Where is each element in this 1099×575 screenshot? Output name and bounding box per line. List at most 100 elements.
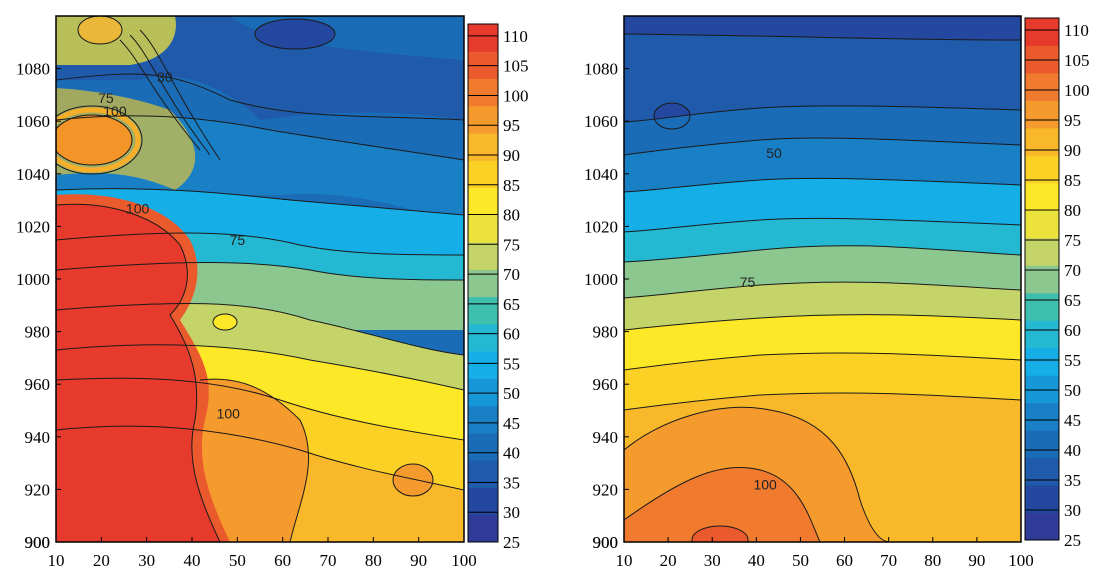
colorbar-swatch — [468, 378, 498, 407]
left-contour-line — [392, 463, 434, 497]
colorbar-tick-label: 65 — [1064, 291, 1081, 310]
colorbar-swatch — [468, 160, 498, 189]
y-tick-label: 1060 — [16, 112, 50, 131]
x-tick-label: 80 — [365, 551, 382, 570]
x-tick-label: 30 — [138, 551, 155, 570]
left-contour-fills — [56, 16, 464, 542]
x-tick-label: 20 — [660, 551, 677, 570]
colorbar-swatch — [1025, 155, 1059, 184]
colorbar-tick-label: 110 — [503, 27, 528, 46]
colorbar-swatch — [468, 187, 498, 216]
colorbar-swatch — [468, 133, 498, 161]
colorbar-swatch — [1025, 237, 1059, 266]
y-tick-label: 900 — [593, 533, 619, 552]
colorbar-tick-label: 70 — [1064, 261, 1081, 280]
left-contour-line — [56, 188, 464, 216]
colorbar-tick-label: 65 — [503, 295, 520, 314]
right-fill-band-2 — [624, 105, 1021, 155]
colorbar-swatch — [468, 296, 498, 325]
colorbar-swatch — [1025, 265, 1059, 294]
right-contour-line — [653, 102, 691, 130]
colorbar-tick-label: 105 — [503, 57, 529, 76]
y-tick-label: 1020 — [584, 217, 618, 236]
colorbar-tick-label: 60 — [503, 325, 520, 344]
y-tick-label: 1080 — [584, 60, 618, 79]
right-fill-band-4 — [624, 178, 1021, 232]
colorbar-tick-label: 75 — [503, 235, 520, 254]
colorbar-swatch — [1025, 402, 1059, 431]
left-contour-line — [199, 378, 310, 542]
colorbar-tick-label: 75 — [1064, 231, 1081, 250]
x-tick-label: 90 — [968, 551, 985, 570]
right-contour-lines — [624, 33, 1021, 542]
left-contour-line — [56, 115, 464, 161]
colorbar-swatch — [468, 51, 498, 80]
right-colorbar: 110 105 100 95 90 85 80 75 70 65 60 55 50 45 40 35 30 25 — [1024, 17, 1090, 550]
contour-label: 100 — [217, 405, 241, 421]
x-tick-label: 70 — [320, 551, 337, 570]
left-contour-plot: 10 20 30 40 50 60 70 80 90 100 900920940960980100… — [16, 15, 529, 570]
y-tick-label: 940 — [593, 428, 619, 447]
colorbar-swatch — [1025, 72, 1059, 101]
left-contour-line — [119, 39, 201, 151]
colorbar-tick-label: 90 — [1064, 141, 1081, 160]
colorbar-tick-label: 25 — [1064, 531, 1081, 550]
left-colorbar: 110 105 100 95 90 85 80 75 70 65 60 55 50 45 40 35 30 25 — [467, 23, 529, 552]
colorbar-tick-label: 30 — [1064, 501, 1081, 520]
y-tick-label: 900 — [25, 533, 51, 552]
colorbar-swatch — [468, 432, 498, 461]
colorbar-swatch — [1025, 430, 1059, 459]
colorbar-swatch — [1025, 347, 1059, 376]
y-tick-label: 960 — [25, 375, 51, 394]
y-tick-label: 900 — [593, 533, 619, 552]
colorbar-swatch — [1025, 457, 1059, 486]
colorbar-swatch — [1025, 182, 1059, 211]
right-contour-line — [624, 105, 1021, 123]
colorbar-swatch — [468, 78, 498, 107]
right-x-axis-ticks: 10 20 30 40 50 60 70 80 90 100 — [616, 537, 1034, 570]
right-fill-band-6 — [624, 245, 1021, 298]
y-tick-label: 980 — [593, 323, 619, 342]
contour-label: 100 — [103, 103, 127, 119]
contour-label: 75 — [740, 274, 756, 290]
x-tick-label: 80 — [924, 551, 941, 570]
colorbar-tick-label: 40 — [503, 444, 520, 463]
x-tick-label: 10 — [616, 551, 633, 570]
left-contour-line — [77, 16, 123, 45]
colorbar-tick-label: 70 — [503, 265, 520, 284]
colorbar-tick-label: 55 — [503, 354, 520, 373]
colorbar-swatch — [468, 460, 498, 488]
colorbar-swatch — [468, 487, 498, 516]
left-fill-yellow-top — [56, 16, 176, 65]
y-tick-label: 1040 — [16, 165, 50, 184]
left-fill-red-main — [56, 204, 220, 542]
colorbar-swatch — [468, 269, 498, 298]
colorbar-tick-label: 45 — [503, 414, 520, 433]
colorbar-tick-label: 40 — [1064, 441, 1081, 460]
colorbar-tick-label: 35 — [1064, 471, 1081, 490]
right-fill-band-9 — [624, 352, 1021, 410]
colorbar-swatch — [1025, 127, 1059, 156]
right-fill-band-5 — [624, 218, 1021, 262]
colorbar-swatch — [1025, 18, 1059, 46]
right-fill-band-8 — [624, 314, 1021, 370]
right-fill-band-7 — [624, 282, 1021, 330]
colorbar-tick-label: 45 — [1064, 411, 1081, 430]
colorbar-tick-label: 50 — [1064, 381, 1081, 400]
right-contour-line — [624, 137, 1021, 156]
colorbar-tick-label: 55 — [1064, 351, 1081, 370]
contour-label: 100 — [126, 200, 150, 216]
right-contour-line — [624, 217, 1021, 233]
y-tick-label: 1020 — [16, 217, 50, 236]
colorbar-tick-label: 80 — [503, 206, 520, 225]
right-contour-line — [624, 406, 891, 542]
colorbar-swatch — [1025, 100, 1059, 129]
x-tick-label: 20 — [93, 551, 110, 570]
colorbar-swatch — [468, 24, 498, 52]
left-contour-line — [56, 105, 143, 175]
right-contour-line — [624, 352, 1021, 371]
contour-label: 75 — [98, 90, 114, 106]
left-contour-line — [129, 34, 211, 156]
colorbar-swatch — [1025, 45, 1059, 74]
